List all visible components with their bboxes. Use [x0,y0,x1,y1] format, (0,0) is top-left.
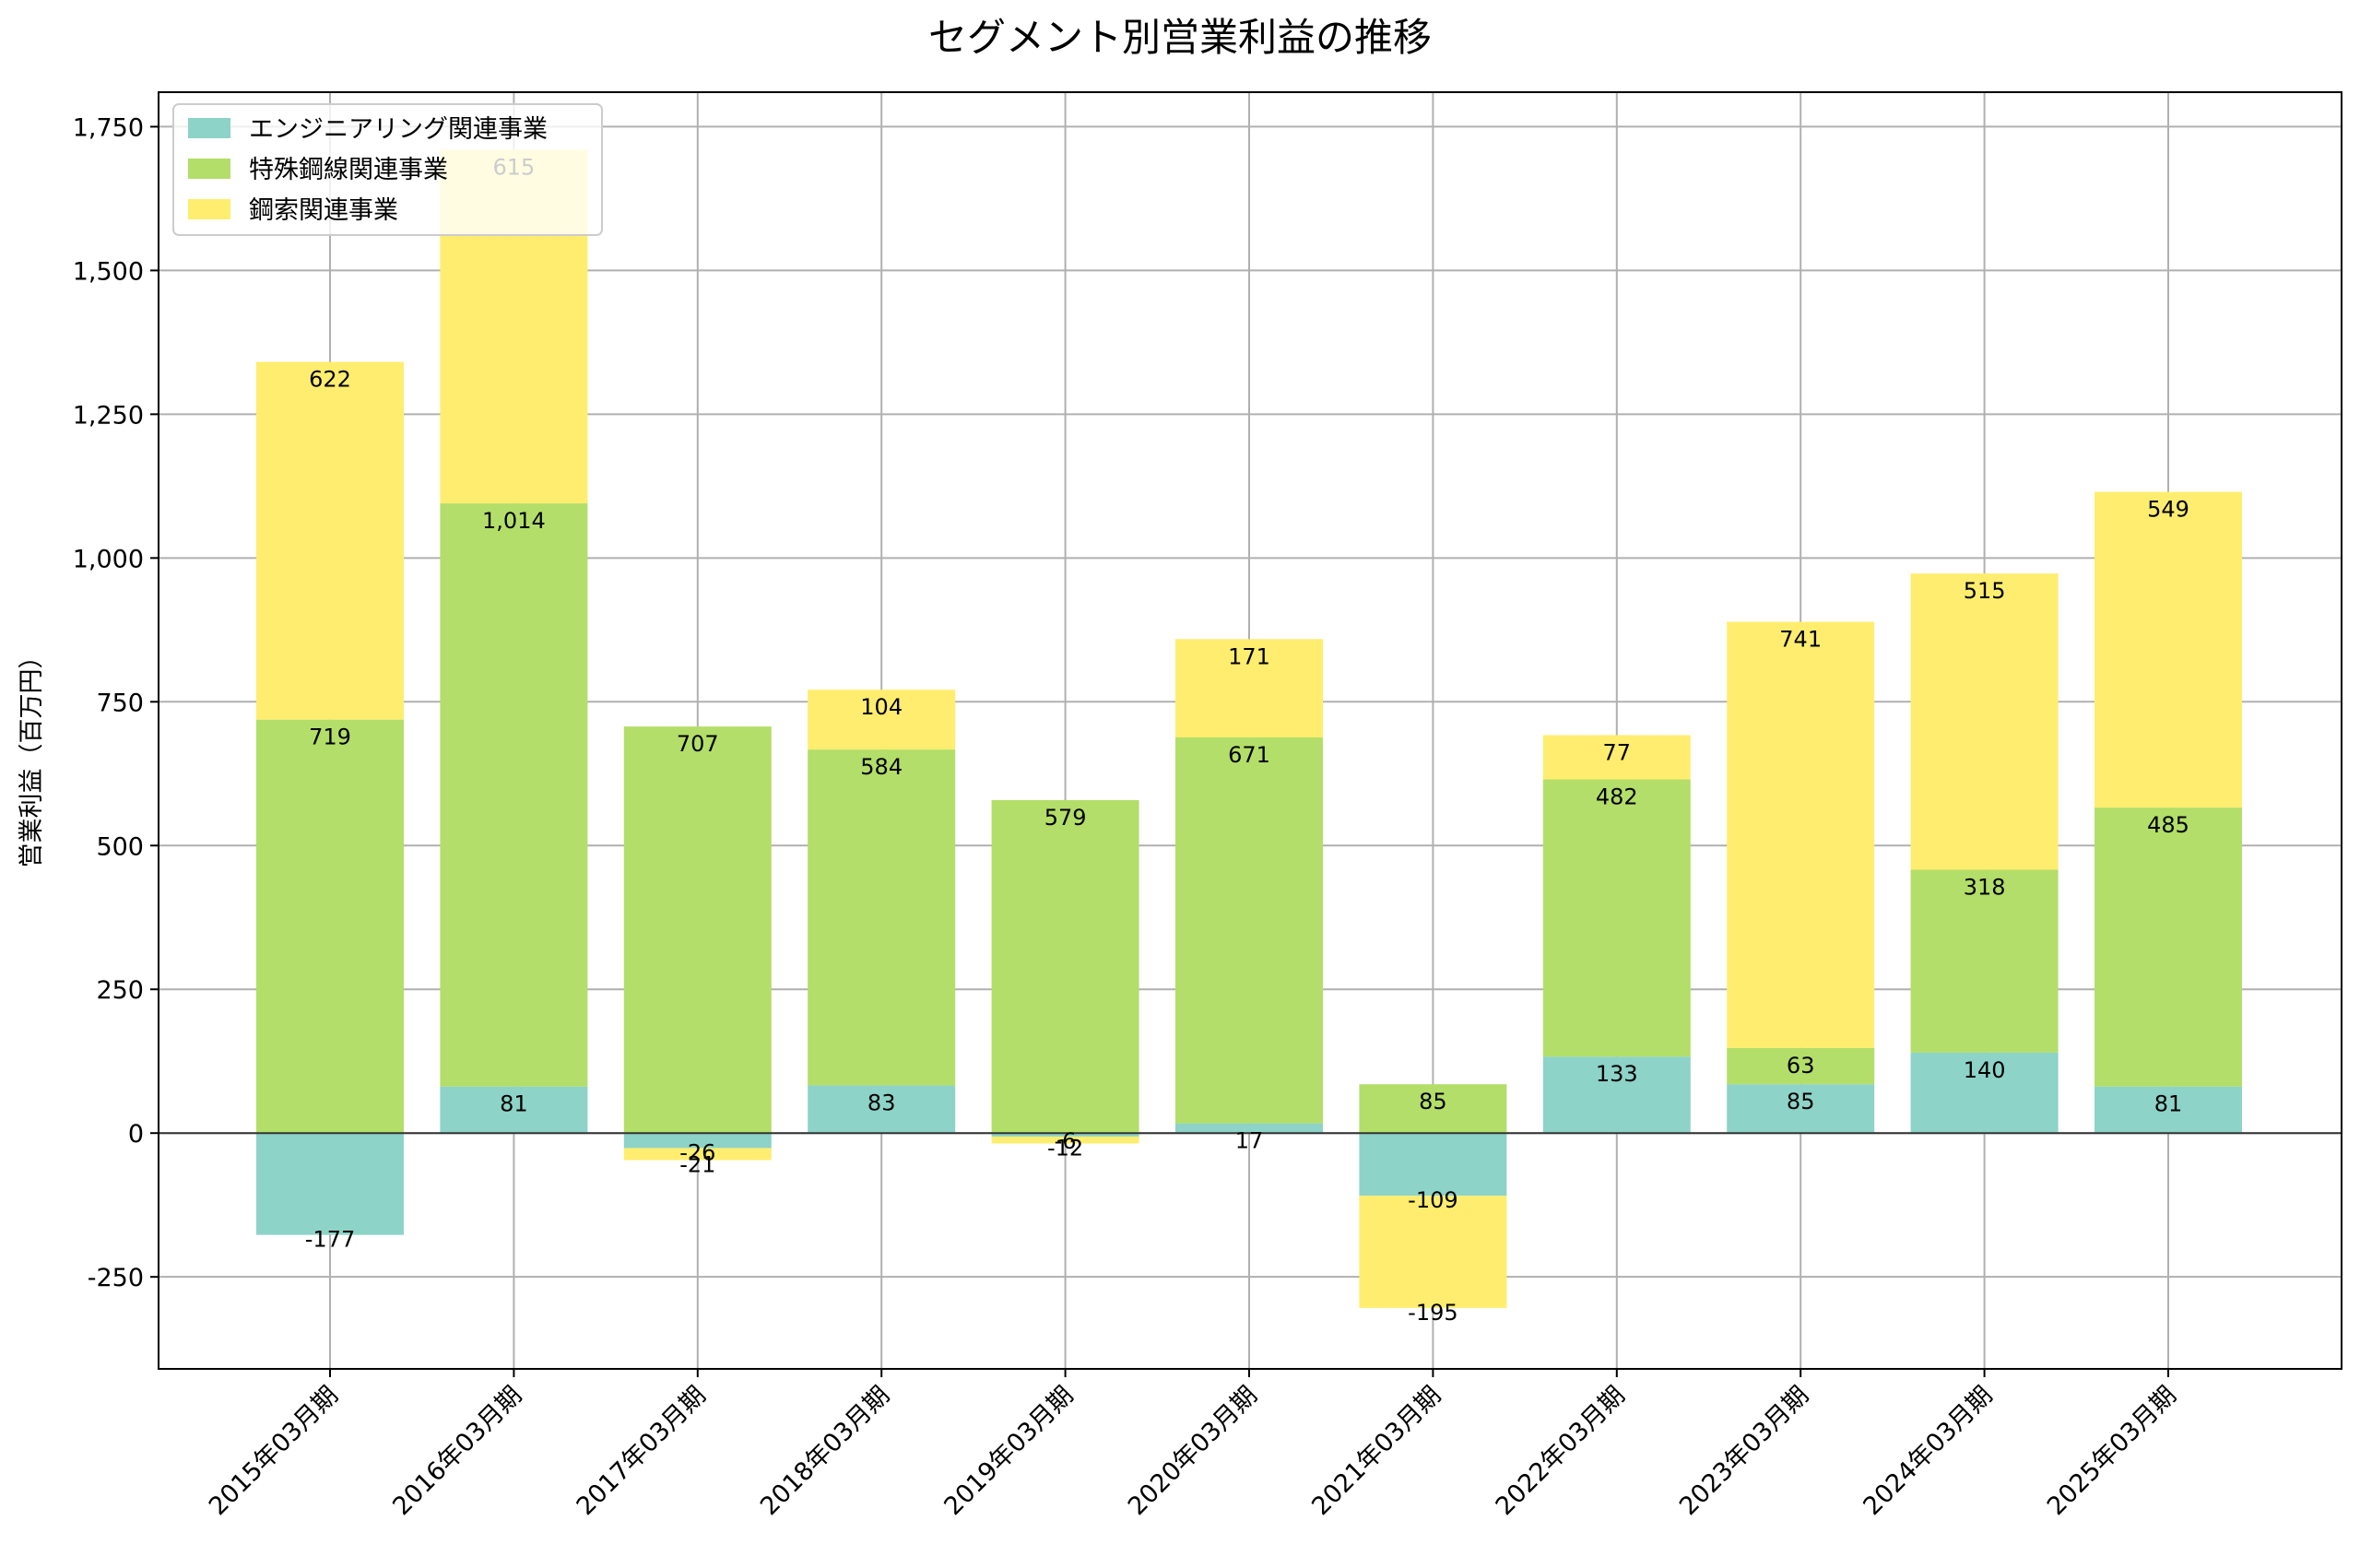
bar-segment [1359,1084,1507,1134]
data-label: 83 [867,1090,896,1115]
bar-segment [1910,869,2059,1053]
x-tick-label: 2019年03月期 [938,1381,1079,1521]
x-tick-label: 2022年03月期 [1491,1381,1631,1521]
x-tick-label: 2023年03月期 [1674,1381,1814,1521]
data-label: 171 [1228,643,1270,669]
data-label: 63 [1787,1053,1815,1079]
legend-box [172,103,603,236]
legend-swatch [188,199,230,219]
data-label: -21 [679,1152,715,1178]
data-label: 17 [1235,1128,1264,1154]
bar-segment [1727,621,1875,1048]
data-label: 85 [1419,1089,1447,1114]
data-label: 741 [1779,627,1822,653]
y-tick-label: 1,750 [73,113,144,142]
data-label: 622 [309,367,351,393]
bar-segment [440,503,588,1087]
data-label: 140 [1964,1057,2006,1083]
y-tick-label: 250 [96,976,144,1005]
y-tick-label: 1,000 [73,545,144,573]
legend-label: 鋼索関連事業 [249,196,398,225]
x-tick-label: 2021年03月期 [1306,1381,1446,1521]
y-tick-label: 0 [128,1120,144,1149]
x-tick-label: 2020年03月期 [1123,1381,1263,1521]
bar-segment [1542,735,1691,780]
data-label: 77 [1603,739,1632,765]
data-label: -6 [1055,1128,1077,1154]
data-label: 104 [860,694,903,720]
bar-segment [1910,573,2059,870]
legend-label: 特殊鋼線関連事業 [249,156,448,184]
bar-segment [808,690,956,750]
data-label: 482 [1596,784,1638,810]
data-label: 133 [1596,1061,1638,1087]
data-label: 85 [1787,1089,1815,1114]
data-label: -26 [679,1139,715,1165]
bar-segment [808,749,956,1086]
bar-segment [2094,808,2242,1087]
y-tick-label: 750 [96,689,144,717]
x-tick-label: 2025年03月期 [2042,1381,2182,1521]
bar-segment [2094,491,2242,808]
y-tick-label: -250 [88,1264,144,1292]
data-label: 318 [1964,874,2006,900]
plot-frame [158,91,2342,1370]
bar-segment [991,1133,1139,1137]
y-tick-label: 500 [96,832,144,861]
bar-segment [256,719,404,1134]
data-label: -195 [1408,1300,1457,1326]
data-label: -177 [305,1227,355,1253]
bar-segment [2094,1086,2242,1134]
x-tick-label: 2017年03月期 [572,1381,712,1521]
bar-segment [1175,737,1323,1124]
bar-segment [1727,1047,1875,1085]
x-tick-label: 2015年03月期 [204,1381,344,1521]
bar-segment [1175,639,1323,737]
data-label: 671 [1228,742,1270,768]
bar-segment [623,1148,772,1161]
legend-swatch [188,159,230,179]
data-label: -109 [1408,1187,1457,1213]
data-label: 81 [2154,1091,2183,1117]
bar-segment [1910,1052,2059,1134]
y-tick-label: 1,500 [73,257,144,286]
data-label: 1,014 [482,508,546,534]
data-label: 485 [2147,812,2189,838]
bar-segment [1359,1133,1507,1197]
bar-segment [808,1085,956,1134]
y-tick-label: 1,250 [73,401,144,430]
data-label: 584 [860,754,903,780]
bar-segment [256,1133,404,1235]
bar-segment [991,799,1139,1134]
bar-segment [1359,1196,1507,1308]
x-tick-label: 2016年03月期 [387,1381,527,1521]
bar-segment [1542,1056,1691,1134]
legend-label: エンジニアリング関連事業 [249,115,548,144]
y-axis-label: 営業利益（百万円） [18,644,46,868]
bar-segment [1542,779,1691,1057]
data-label: -12 [1047,1135,1083,1161]
data-label: 515 [1964,578,2006,604]
bar-segment [1727,1084,1875,1134]
data-label: 707 [677,731,719,757]
bar-segment [440,1086,588,1134]
x-tick-label: 2018年03月期 [755,1381,895,1521]
data-label: 549 [2147,497,2189,523]
data-label: 719 [309,725,351,750]
bar-segment [623,726,772,1134]
data-label: 81 [500,1091,528,1117]
bar-segment [991,1136,1139,1144]
bar-segment [623,1133,772,1149]
chart-title: セグメント別営業利益の推移 [928,15,1432,60]
bar-segment [1175,1123,1323,1134]
x-tick-label: 2024年03月期 [1858,1381,1998,1521]
legend-swatch [188,118,230,138]
bar-segment [256,361,404,720]
data-label: 579 [1044,805,1087,831]
